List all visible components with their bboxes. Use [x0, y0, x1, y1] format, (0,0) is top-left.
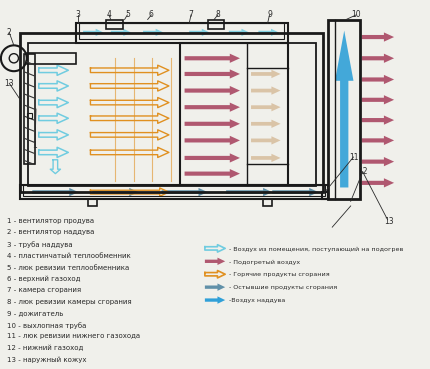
- Text: 4: 4: [107, 10, 111, 20]
- Text: - Подогретый воздух: - Подогретый воздух: [229, 259, 300, 265]
- Bar: [28, 42, 316, 186]
- Text: - Остывшие продукты сгорания: - Остывшие продукты сгорания: [229, 285, 337, 290]
- Bar: [88, 199, 97, 206]
- Text: 9: 9: [267, 10, 272, 20]
- Polygon shape: [184, 136, 240, 145]
- Polygon shape: [362, 178, 394, 187]
- Bar: [76, 23, 288, 42]
- Bar: [27, 53, 76, 64]
- Text: 5: 5: [125, 10, 130, 20]
- Text: - Горячие продукты сгорания: - Горячие продукты сгорания: [229, 272, 329, 277]
- Text: 1: 1: [33, 141, 37, 151]
- Polygon shape: [184, 69, 240, 79]
- Text: 8 - люк ревизии камеры сгорания: 8 - люк ревизии камеры сгорания: [7, 299, 132, 305]
- Polygon shape: [111, 29, 131, 36]
- Bar: [322, 192, 328, 199]
- Polygon shape: [92, 188, 138, 196]
- Bar: [328, 20, 360, 199]
- Text: 9 - дожигатель: 9 - дожигатель: [7, 310, 64, 316]
- Text: 6 - верхний газоход: 6 - верхний газоход: [7, 276, 81, 282]
- Text: 5 - люк ревизии теплообменника: 5 - люк ревизии теплообменника: [7, 264, 129, 271]
- Polygon shape: [184, 86, 240, 95]
- Polygon shape: [184, 103, 240, 112]
- Polygon shape: [251, 154, 280, 162]
- Text: - Воздух из помещения, поступающий на подогрев: - Воздух из помещения, поступающий на по…: [229, 246, 403, 252]
- Text: 12: 12: [358, 167, 368, 176]
- Text: 10: 10: [351, 10, 361, 20]
- Text: 6: 6: [149, 10, 154, 20]
- Polygon shape: [184, 154, 240, 163]
- Bar: [27, 113, 32, 118]
- Text: 13: 13: [4, 79, 14, 88]
- Polygon shape: [184, 119, 240, 128]
- Text: 2 - вентилятор наддува: 2 - вентилятор наддува: [7, 230, 95, 235]
- Polygon shape: [162, 188, 208, 196]
- Text: -Воздух наддува: -Воздух наддува: [229, 298, 285, 303]
- Text: 8: 8: [215, 10, 220, 20]
- Text: 12 - нижний газоход: 12 - нижний газоход: [7, 345, 83, 351]
- Text: 7: 7: [189, 10, 194, 20]
- Text: 4 - пластинчатый теплообменник: 4 - пластинчатый теплообменник: [7, 252, 131, 259]
- Polygon shape: [226, 188, 272, 196]
- Bar: [24, 54, 35, 165]
- Text: 3 - труба наддува: 3 - труба наддува: [7, 241, 73, 248]
- Polygon shape: [362, 136, 394, 145]
- Text: 7 - камера сгорания: 7 - камера сгорания: [7, 287, 82, 293]
- Bar: [20, 185, 328, 199]
- Polygon shape: [143, 29, 163, 36]
- Bar: [23, 185, 325, 196]
- Text: 11 - люк ревизии нижнего газохода: 11 - люк ревизии нижнего газохода: [7, 333, 141, 339]
- Bar: [20, 33, 323, 192]
- Text: 10 - выхлопная труба: 10 - выхлопная труба: [7, 322, 87, 328]
- Polygon shape: [272, 188, 318, 196]
- Text: 2: 2: [7, 28, 12, 37]
- Polygon shape: [83, 29, 103, 36]
- Polygon shape: [251, 120, 280, 128]
- Polygon shape: [205, 296, 225, 304]
- Bar: [80, 23, 284, 39]
- Polygon shape: [335, 31, 353, 187]
- Polygon shape: [362, 157, 394, 166]
- Text: 3: 3: [75, 10, 80, 20]
- Polygon shape: [362, 95, 394, 104]
- Text: 13: 13: [384, 217, 393, 226]
- Polygon shape: [205, 283, 225, 291]
- Polygon shape: [251, 136, 280, 145]
- Text: 11: 11: [349, 152, 358, 162]
- Polygon shape: [362, 32, 394, 42]
- Bar: [180, 42, 288, 185]
- Polygon shape: [362, 75, 394, 84]
- Text: 13 - наружный кожух: 13 - наружный кожух: [7, 356, 87, 363]
- Polygon shape: [362, 54, 394, 63]
- Polygon shape: [251, 86, 280, 95]
- Polygon shape: [205, 258, 225, 265]
- Bar: [263, 199, 272, 206]
- Polygon shape: [229, 29, 249, 36]
- Polygon shape: [258, 29, 279, 36]
- Bar: [208, 20, 224, 29]
- Polygon shape: [251, 70, 280, 78]
- Polygon shape: [189, 29, 209, 36]
- Polygon shape: [32, 188, 78, 196]
- Polygon shape: [184, 54, 240, 63]
- Polygon shape: [184, 169, 240, 178]
- Polygon shape: [251, 103, 280, 111]
- Text: 1 - вентилятор продува: 1 - вентилятор продува: [7, 218, 95, 224]
- Bar: [106, 20, 123, 29]
- Polygon shape: [362, 115, 394, 125]
